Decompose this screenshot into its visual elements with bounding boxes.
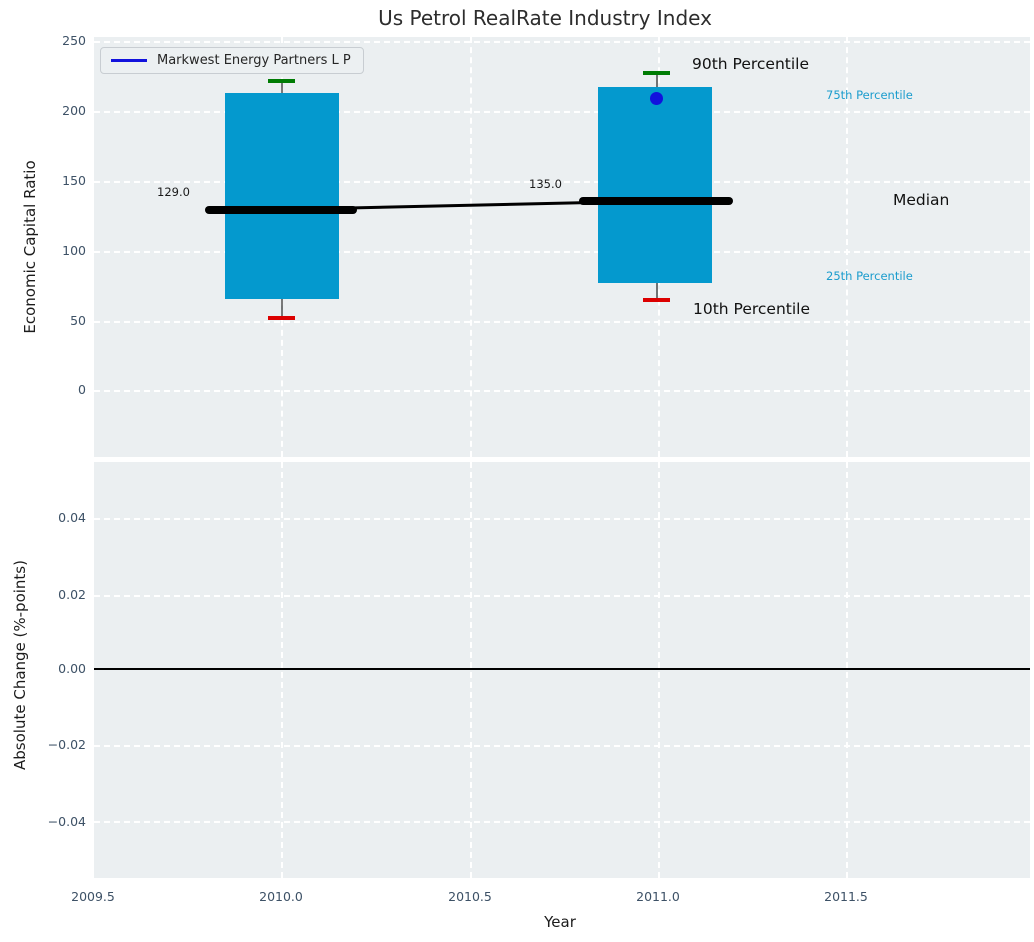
p10-cap-2010 [268,316,295,320]
ytick-top: 100 [62,243,86,258]
p75-annotation: 75th Percentile [826,88,913,102]
company-data-point [649,92,663,105]
legend-line-swatch [111,59,147,62]
xtick: 2011.0 [636,889,680,904]
xtick: 2009.5 [71,889,115,904]
gridline-h [94,745,1030,747]
gridline-v [846,462,848,878]
bottom-y-axis-label: Absolute Change (%-points) [11,560,29,770]
median-value-label-2011: 135.0 [529,177,562,191]
ytick-top: 250 [62,33,86,48]
ytick-bottom: −0.04 [47,814,86,829]
xtick: 2011.5 [824,889,868,904]
gridline-v [281,462,283,878]
top-y-axis-label: Economic Capital Ratio [21,160,39,334]
x-axis-label: Year [544,913,576,931]
ytick-bottom: 0.02 [58,587,86,602]
percentile-box-2011 [598,87,712,283]
gridline-h [94,321,1030,323]
gridline-v [846,37,848,457]
top-plot-area: 129.0 135.0 90th Percentile 75th Percent… [94,37,1030,457]
ytick-top: 200 [62,103,86,118]
gridline-h [94,251,1030,253]
median-annotation: Median [893,191,950,209]
bottom-plot-area [94,462,1030,878]
p10-annotation: 10th Percentile [693,300,811,318]
legend-label: Markwest Energy Partners L P [157,53,351,68]
ytick-bottom: 0.04 [58,510,86,525]
ytick-top: 150 [62,173,86,188]
p90-cap-2010 [268,79,295,83]
p25-annotation: 25th Percentile [826,269,913,283]
median-marker-2011 [579,197,733,205]
p90-annotation: 90th Percentile [692,55,810,73]
gridline-h [94,41,1030,43]
gridline-h [94,518,1030,520]
median-marker-2010 [205,205,357,214]
gridline-h [94,181,1030,183]
percentile-box-2010 [225,93,339,299]
xtick: 2010.0 [259,889,303,904]
gridline-v [658,462,660,878]
chart-title: Us Petrol RealRate Industry Index [378,6,712,30]
gridline-v [470,462,472,878]
gridline-h [94,821,1030,823]
ytick-top: 50 [70,313,86,328]
gridline-v [470,37,472,457]
ytick-bottom: −0.02 [47,737,86,752]
xtick: 2010.5 [448,889,492,904]
zero-reference-line [94,667,1030,670]
legend: Markwest Energy Partners L P [100,47,364,74]
p10-cap-2011 [643,298,670,302]
ytick-bottom: 0.00 [58,661,86,676]
gridline-h [94,390,1030,392]
median-value-label-2010: 129.0 [157,185,190,199]
gridline-h [94,595,1030,597]
p90-cap-2011 [643,71,670,75]
ytick-top: 0 [78,382,86,397]
gridline-h [94,111,1030,113]
